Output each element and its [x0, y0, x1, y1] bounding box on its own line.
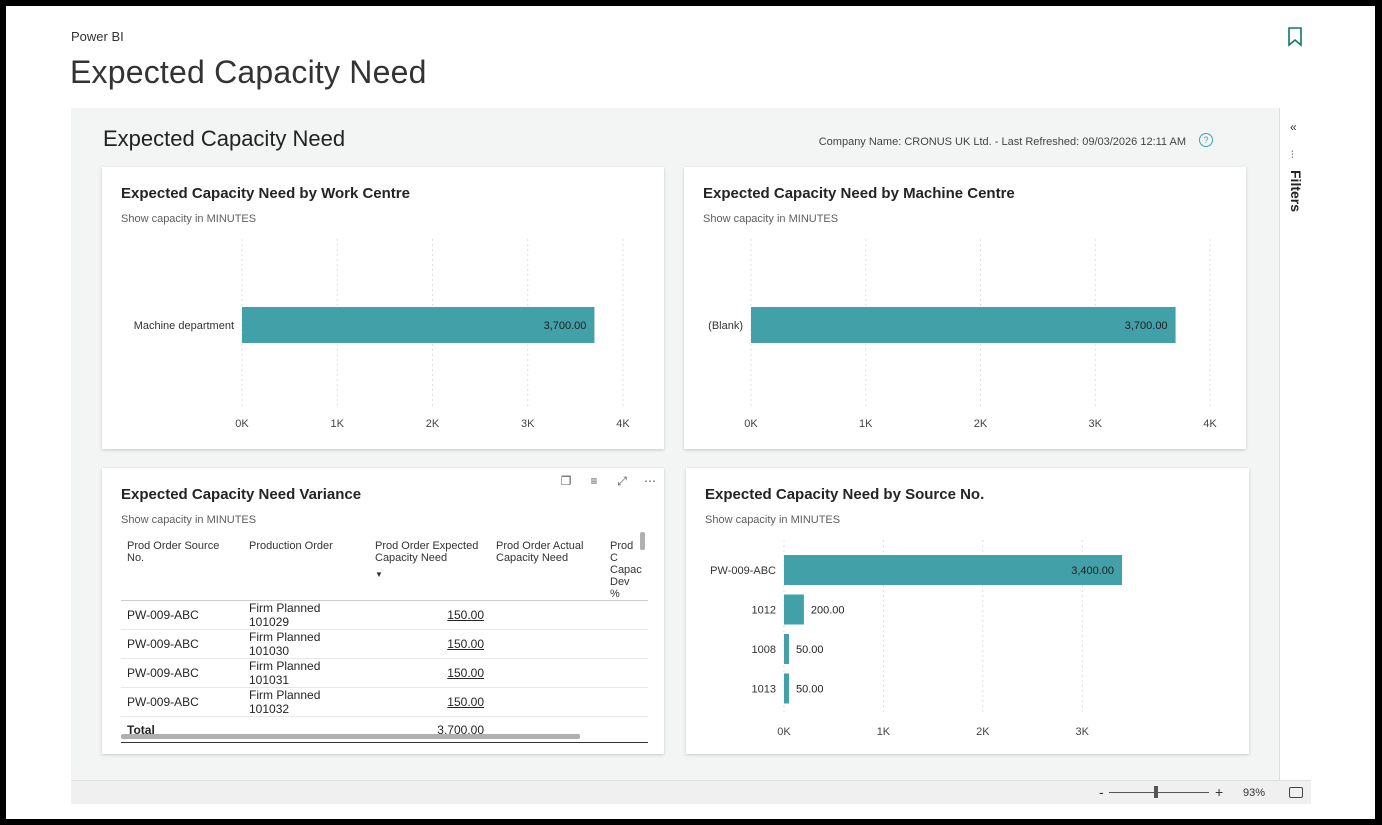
card-source-no[interactable]: Expected Capacity Need by Source No. Sho… — [686, 468, 1249, 754]
category-label: Machine department — [134, 320, 234, 332]
data-label: 3,700.00 — [1125, 320, 1168, 332]
vertical-scrollbar[interactable] — [640, 532, 645, 550]
x-tick-label: 2K — [974, 418, 988, 430]
category-label: 1008 — [752, 644, 776, 656]
column-header[interactable]: Prod Order Actual Capacity Need — [490, 532, 604, 601]
table-row[interactable]: PW-009-ABC Firm Planned 101030 150.00 — [121, 629, 648, 659]
zoom-slider[interactable] — [1109, 792, 1209, 793]
bar[interactable] — [784, 594, 804, 625]
data-label: 3,400.00 — [1071, 565, 1114, 577]
bar[interactable] — [751, 307, 1176, 343]
card-title: Expected Capacity Need by Work Centre — [121, 185, 410, 202]
x-tick-label: 3K — [1076, 726, 1090, 738]
focus-mode-icon[interactable]: ⤢ — [617, 474, 627, 488]
page-title: Expected Capacity Need — [70, 54, 427, 90]
visual-toolbar: ❐ ≡ ⤢ ⋯ — [558, 474, 658, 488]
window: Power BI Expected Capacity Need Expected… — [6, 6, 1375, 819]
x-tick-label: 4K — [616, 418, 630, 430]
variance-table: Prod Order Source No. Production Order P… — [121, 532, 648, 743]
x-tick-label: 1K — [859, 418, 873, 430]
collapse-chevron-icon[interactable]: « — [1290, 120, 1297, 134]
card-subtitle: Show capacity in MINUTES — [703, 213, 839, 225]
category-label: 1012 — [752, 605, 776, 617]
zoom-level: 93% — [1243, 787, 1266, 799]
app-label: Power BI — [71, 29, 124, 44]
category-label: (Blank) — [708, 320, 743, 332]
x-tick-label: 0K — [744, 418, 758, 430]
data-label: 3,700.00 — [544, 320, 587, 332]
work-centre-chart: 0K 1K 2K 3K 4K Machine department 3,700.00 — [134, 239, 630, 430]
more-options-icon[interactable]: ⋯ — [644, 474, 656, 488]
zoom-out-button[interactable]: - — [1099, 784, 1104, 800]
bar[interactable] — [784, 555, 1123, 585]
bookmark-icon[interactable] — [1287, 27, 1303, 47]
x-tick-label: 1K — [877, 726, 891, 738]
column-header[interactable]: Production Order — [243, 532, 369, 601]
card-title: Expected Capacity Need by Source No. — [705, 486, 985, 503]
bar[interactable] — [784, 673, 789, 704]
report-canvas: Expected Capacity Need Company Name: CRO… — [71, 108, 1279, 780]
data-label: 50.00 — [796, 684, 824, 696]
zoom-in-button[interactable]: + — [1215, 784, 1224, 800]
table-row[interactable]: PW-009-ABC Firm Planned 101029 150.00 — [121, 600, 648, 630]
column-header[interactable]: Prod Order Source No. — [121, 532, 243, 601]
source-no-chart: 0K 1K 2K 3K PW-009-ABC 3,400.00 1012 200.00 1008… — [710, 540, 1123, 738]
x-tick-label: 0K — [777, 726, 791, 738]
card-variance[interactable]: ❐ ≡ ⤢ ⋯ Expected Capacity Need Variance … — [102, 468, 664, 754]
column-header[interactable]: Prod Order Expected Capacity Need ▼ — [369, 532, 490, 601]
help-icon[interactable]: ? — [1199, 133, 1213, 147]
card-subtitle: Show capacity in MINUTES — [121, 213, 257, 225]
x-tick-label: 2K — [426, 418, 440, 430]
table-row[interactable]: PW-009-ABC Firm Planned 101031 150.00 — [121, 658, 648, 688]
copy-icon[interactable]: ❐ — [560, 474, 572, 488]
fit-to-page-icon[interactable] — [1289, 787, 1303, 798]
x-tick-label: 4K — [1203, 418, 1217, 430]
filter-bars-icon: ⫶ — [1291, 150, 1294, 161]
x-tick-label: 2K — [976, 726, 990, 738]
category-label: PW-009-ABC — [710, 565, 776, 577]
data-label: 200.00 — [811, 605, 845, 617]
card-title: Expected Capacity Need by Machine Centre — [703, 185, 1015, 202]
x-tick-label: 0K — [235, 418, 249, 430]
machine-centre-chart: 0K 1K 2K 3K 4K (Blank) 3,700.00 — [708, 239, 1217, 430]
zoom-slider-thumb[interactable] — [1154, 786, 1158, 798]
x-tick-label: 3K — [1089, 418, 1103, 430]
status-bar: - + 93% — [71, 780, 1311, 804]
horizontal-scrollbar[interactable] — [121, 734, 580, 739]
filters-pane[interactable]: « ⫶ Filters — [1279, 108, 1311, 780]
bar[interactable] — [784, 634, 789, 664]
table-row[interactable]: PW-009-ABC Firm Planned 101032 150.00 — [121, 687, 648, 717]
card-subtitle: Show capacity in MINUTES — [121, 514, 257, 526]
filters-label[interactable]: Filters — [1288, 170, 1304, 213]
bar[interactable] — [242, 307, 595, 343]
report-meta: Company Name: CRONUS UK Ltd. - Last Refr… — [818, 136, 1186, 148]
card-machine-centre[interactable]: Expected Capacity Need by Machine Centre… — [684, 167, 1246, 449]
data-label: 50.00 — [796, 644, 824, 656]
x-tick-label: 3K — [521, 418, 535, 430]
category-label: 1013 — [752, 684, 776, 696]
card-work-centre[interactable]: Expected Capacity Need by Work Centre Sh… — [102, 167, 664, 449]
x-tick-label: 1K — [331, 418, 345, 430]
card-subtitle: Show capacity in MINUTES — [705, 514, 841, 526]
report-title: Expected Capacity Need — [103, 126, 346, 151]
sort-descending-icon: ▼ — [375, 570, 383, 579]
filter-icon[interactable]: ≡ — [590, 474, 598, 488]
card-title: Expected Capacity Need Variance — [121, 486, 362, 503]
